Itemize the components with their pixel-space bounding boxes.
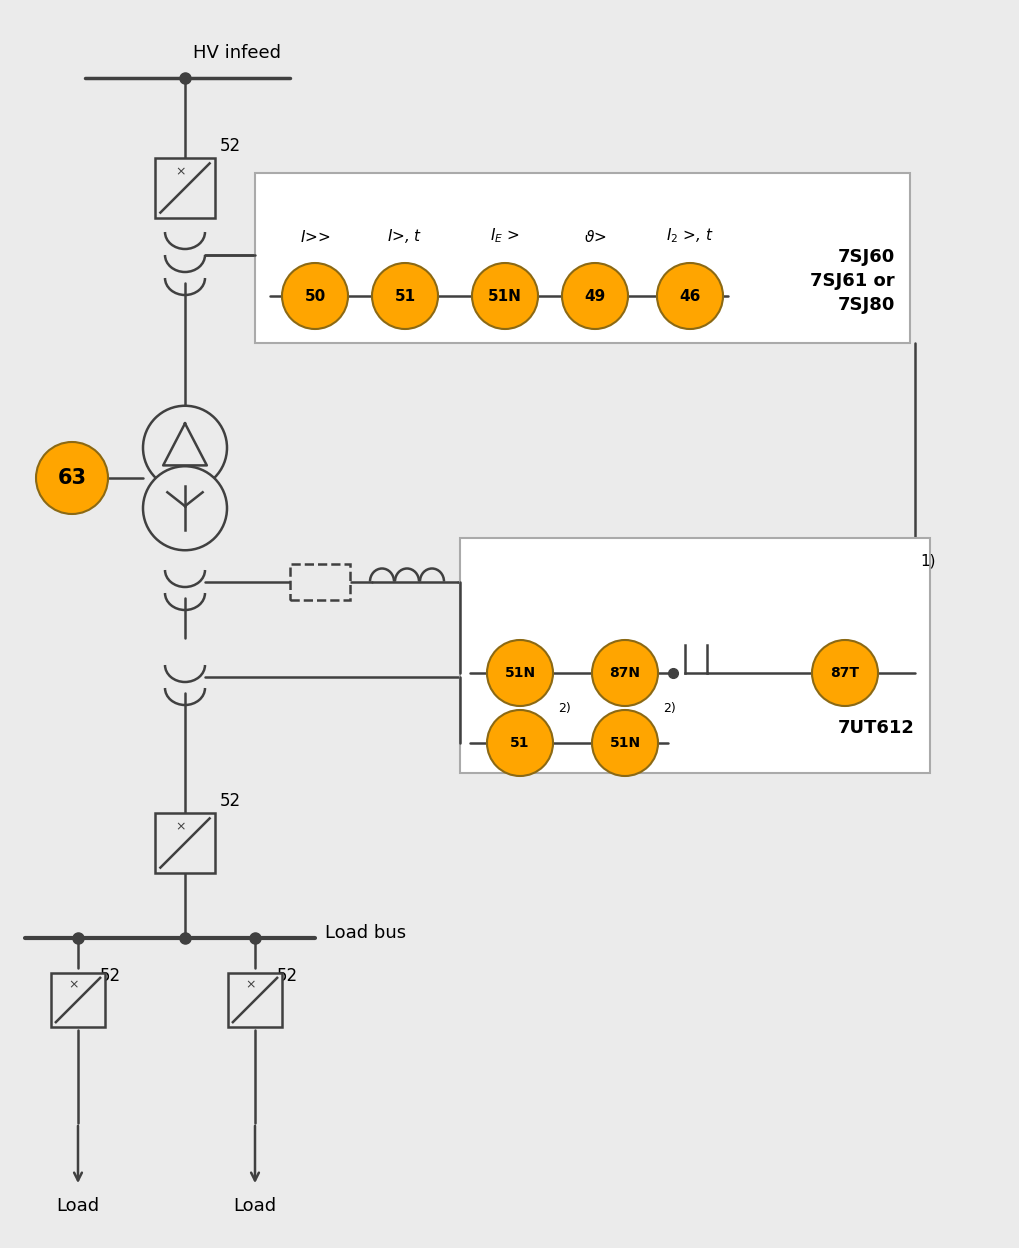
Circle shape: [281, 263, 347, 329]
Bar: [228, 973, 281, 1027]
Text: $I$>, $t$: $I$>, $t$: [387, 227, 422, 245]
Bar: [289, 564, 350, 599]
Circle shape: [143, 406, 227, 489]
Circle shape: [486, 710, 552, 776]
Text: ×: ×: [175, 820, 185, 832]
Text: 51N: 51N: [504, 666, 535, 680]
Text: $\vartheta$>: $\vartheta$>: [583, 228, 605, 245]
Text: ×: ×: [175, 165, 185, 178]
Text: $I$>, $t$: $I$>, $t$: [501, 743, 537, 761]
Text: 2): 2): [662, 701, 676, 715]
Text: 49: 49: [584, 288, 605, 303]
Bar: [460, 538, 929, 773]
Text: 7SJ60
7SJ61 or
7SJ80: 7SJ60 7SJ61 or 7SJ80: [809, 248, 894, 313]
Text: $I$>>: $I$>>: [300, 228, 330, 245]
Text: 51: 51: [394, 288, 415, 303]
Circle shape: [472, 263, 537, 329]
Circle shape: [591, 640, 657, 706]
Circle shape: [656, 263, 722, 329]
Text: HV infeed: HV infeed: [193, 44, 280, 62]
Circle shape: [561, 263, 628, 329]
Text: 63: 63: [57, 468, 87, 488]
Text: 51: 51: [510, 736, 529, 750]
Text: 50: 50: [304, 288, 325, 303]
Bar: [51, 973, 105, 1027]
Circle shape: [143, 467, 227, 550]
Circle shape: [372, 263, 437, 329]
Text: $I_E$ >: $I_E$ >: [490, 226, 520, 245]
Bar: [155, 158, 215, 218]
Text: $I_E$ >, $t$: $I_E$ >, $t$: [600, 743, 648, 761]
Text: 7UT612: 7UT612: [838, 719, 914, 738]
Text: 2): 2): [557, 701, 571, 715]
Text: 52: 52: [220, 792, 240, 810]
Text: ×: ×: [246, 978, 256, 992]
Text: 52: 52: [220, 137, 240, 155]
Text: Load: Load: [56, 1197, 100, 1216]
Circle shape: [811, 640, 877, 706]
Text: 87N: 87N: [609, 666, 640, 680]
Text: Load: Load: [233, 1197, 276, 1216]
Text: 51N: 51N: [487, 288, 522, 303]
Text: 1): 1): [919, 553, 934, 568]
Circle shape: [486, 640, 552, 706]
Circle shape: [591, 710, 657, 776]
Text: 52: 52: [100, 967, 121, 985]
Circle shape: [36, 442, 108, 514]
Text: Load bus: Load bus: [325, 924, 406, 942]
Text: 46: 46: [679, 288, 700, 303]
Text: ×: ×: [68, 978, 79, 992]
Text: 52: 52: [277, 967, 298, 985]
Text: 51N: 51N: [608, 736, 640, 750]
Text: 87T: 87T: [829, 666, 859, 680]
Text: $I_2$ >, $t$: $I_2$ >, $t$: [665, 226, 713, 245]
Bar: [255, 173, 909, 343]
Bar: [155, 812, 215, 874]
